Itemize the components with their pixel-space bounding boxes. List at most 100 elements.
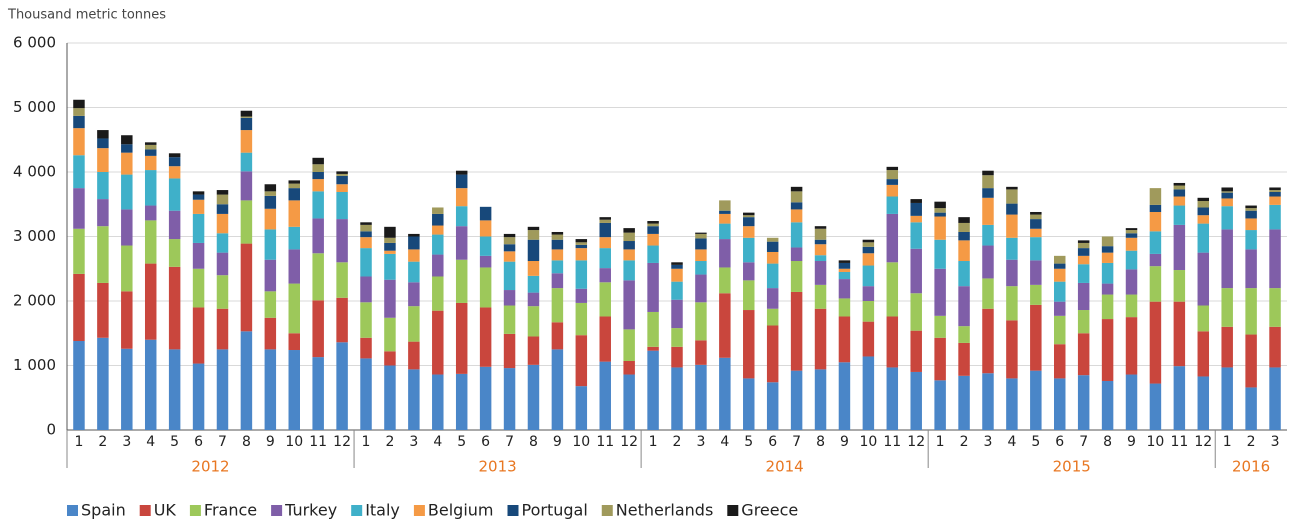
- bar-segment: [647, 262, 659, 312]
- x-tick-label: 3: [696, 434, 705, 450]
- x-tick-label: 4: [720, 434, 729, 450]
- bar-segment: [671, 268, 683, 282]
- bar-segment: [1245, 334, 1257, 388]
- bar-segment: [1149, 204, 1162, 212]
- bar-segment: [73, 108, 85, 116]
- bar-segment: [886, 367, 899, 430]
- bar-segment: [1006, 286, 1018, 321]
- bar-segment: [1269, 204, 1281, 230]
- bar-segment: [671, 346, 683, 368]
- x-tick-label: 3: [122, 434, 131, 450]
- bar-segment: [503, 290, 516, 306]
- bar-segment: [1245, 205, 1257, 209]
- bar-segment: [1006, 203, 1018, 215]
- bar-segment: [886, 262, 899, 317]
- bar-segment: [743, 212, 755, 216]
- bar-segment: [1101, 252, 1114, 263]
- bar-segment: [1173, 301, 1186, 367]
- bar-segment: [527, 226, 540, 231]
- bar-segment: [384, 242, 396, 251]
- bar-segment: [455, 259, 468, 303]
- bar-segment: [73, 273, 85, 341]
- x-tick-label: 1: [362, 434, 371, 450]
- bar-segment: [1221, 288, 1233, 327]
- bar-segment: [719, 213, 731, 224]
- bar-segment: [121, 152, 133, 175]
- bar-segment: [982, 175, 994, 189]
- bar-segment: [862, 246, 875, 254]
- legend-label: Turkey: [284, 501, 337, 520]
- x-tick-label: 3: [1271, 434, 1280, 450]
- bar-segment: [575, 386, 588, 430]
- bar-segment: [1173, 196, 1186, 206]
- bar-segment: [384, 351, 396, 366]
- bar-segment: [1197, 201, 1210, 208]
- bar-segment: [1221, 326, 1233, 368]
- bar-segment: [168, 166, 181, 179]
- bar-segment: [599, 268, 611, 283]
- bar-segment: [1221, 229, 1233, 289]
- bar-segment: [623, 232, 635, 242]
- bar-segment: [1245, 288, 1257, 335]
- bar-segment: [671, 367, 683, 430]
- bar-segment: [408, 306, 420, 342]
- bar-segment: [73, 340, 85, 430]
- bar-segment: [1197, 376, 1210, 430]
- bar-segment: [862, 321, 875, 357]
- bar-segment: [1269, 187, 1281, 191]
- bar-segment: [336, 219, 348, 263]
- y-tick-label: 3 000: [13, 227, 56, 245]
- bar-segment: [1197, 305, 1210, 332]
- y-tick-label: 0: [46, 421, 56, 439]
- bar-segment: [264, 259, 277, 292]
- bar-segment: [1125, 294, 1138, 318]
- bar-segment: [623, 260, 635, 281]
- bar-segment: [790, 186, 803, 192]
- bar-segment: [647, 233, 659, 246]
- bar-segment: [551, 231, 564, 235]
- year-label: 2012: [191, 458, 229, 476]
- bar-segment: [934, 337, 946, 381]
- bar-segment: [958, 240, 970, 262]
- bar-segment: [599, 316, 611, 362]
- bar-segment: [671, 328, 683, 347]
- bar-segment: [455, 373, 468, 430]
- bar-segment: [479, 255, 492, 268]
- bar-segment: [1245, 249, 1257, 289]
- bar-segment: [790, 370, 803, 430]
- bar-segment: [1030, 211, 1042, 215]
- bar-segment: [790, 291, 803, 371]
- bar-segment: [264, 184, 277, 192]
- bar-segment: [1269, 288, 1281, 327]
- x-tick-label: 6: [1055, 434, 1064, 450]
- bar-segment: [503, 333, 516, 369]
- bar-segment: [1125, 237, 1138, 251]
- bar-segment: [695, 232, 707, 234]
- legend-swatch: [351, 505, 363, 516]
- bar-segment: [958, 342, 970, 376]
- bar-segment: [192, 194, 205, 200]
- bar-segment: [838, 298, 851, 317]
- legend-swatch: [271, 505, 283, 516]
- bar-segment: [527, 230, 540, 240]
- bar-segment: [455, 170, 468, 175]
- x-tick-label: 12: [620, 434, 638, 450]
- x-tick-label: 6: [768, 434, 777, 450]
- bar-segment: [910, 222, 922, 249]
- bar-segment: [1030, 304, 1042, 371]
- bar-segment: [982, 245, 994, 279]
- bar-segment: [1125, 250, 1138, 270]
- bar-segment: [336, 184, 348, 192]
- bar-segment: [1054, 344, 1066, 379]
- bar-segment: [551, 239, 564, 250]
- bar-segment: [934, 216, 946, 240]
- bar-segment: [623, 228, 635, 233]
- bar-segment: [766, 237, 779, 242]
- bar-segment: [766, 251, 779, 264]
- bar-segment: [432, 234, 444, 255]
- bar-segment: [814, 255, 827, 262]
- bar-segment: [168, 349, 181, 430]
- x-tick-label: 2: [1247, 434, 1256, 450]
- bar-segment: [216, 233, 229, 253]
